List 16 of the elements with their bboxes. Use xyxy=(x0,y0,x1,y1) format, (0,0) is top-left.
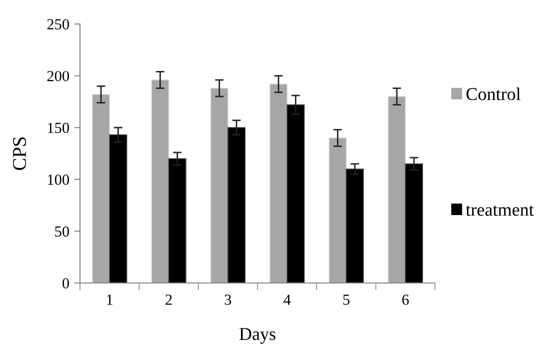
y-tick-label: 0 xyxy=(62,278,69,288)
y-tick-label: 100 xyxy=(48,174,69,185)
x-tick-label: 3 xyxy=(224,294,232,305)
x-axis-title: Days xyxy=(239,328,276,344)
y-axis-title: CPS xyxy=(12,137,26,170)
y-tick-label: 250 xyxy=(47,19,69,30)
y-tick-label: 50 xyxy=(55,226,69,237)
x-tick-label: 6 xyxy=(402,294,409,305)
legend-label: Control xyxy=(466,87,521,100)
x-tick-label: 2 xyxy=(166,294,172,305)
legend-label: treatment xyxy=(466,206,534,216)
x-tick-label: 1 xyxy=(107,294,112,305)
x-tick-label: 4 xyxy=(284,294,291,305)
y-tick-label: 150 xyxy=(48,122,69,134)
y-tick-label: 200 xyxy=(47,70,69,82)
x-tick-label: 5 xyxy=(343,294,350,305)
